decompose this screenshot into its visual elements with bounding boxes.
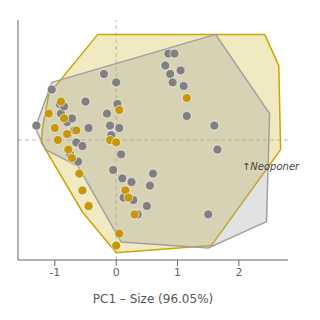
svg-text:-1: -1	[49, 266, 60, 279]
svg-text:2: 2	[235, 266, 242, 279]
svg-text:0: 0	[113, 266, 120, 279]
svg-text:↑Neoponer: ↑Neoponer	[242, 161, 300, 172]
svg-text:1: 1	[174, 266, 181, 279]
svg-text:PC1 – Size (96.05%): PC1 – Size (96.05%)	[93, 292, 213, 306]
